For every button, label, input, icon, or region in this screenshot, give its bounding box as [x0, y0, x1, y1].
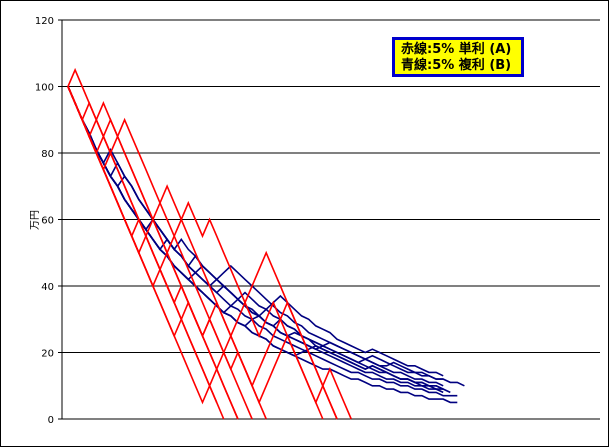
y-axis: 0 20 40 60 80 100 120	[35, 16, 600, 426]
y-tick-label: 80	[41, 149, 54, 160]
y-tick-label: 100	[35, 83, 54, 94]
legend-box: 赤線:5% 単利 (A) 青線:5% 複利 (B)	[392, 37, 524, 77]
y-tick-label: 60	[41, 216, 54, 227]
series-line-b-9	[67, 86, 444, 380]
series-line-b-1	[67, 86, 458, 404]
series-line-a-4	[67, 86, 239, 420]
series-line-b-10	[67, 86, 451, 394]
series-line-b-8	[67, 86, 444, 390]
series-line-b-3	[67, 86, 444, 394]
y-axis-label: 万円	[30, 210, 41, 230]
y-tick-label: 120	[35, 16, 54, 27]
legend-entry-red: 赤線:5% 単利 (A)	[401, 42, 512, 57]
series-line-a-10	[67, 86, 352, 420]
gridlines	[62, 19, 600, 353]
y-tick-label: 0	[48, 415, 54, 426]
legend-entry-blue: 青線:5% 複利 (B)	[401, 58, 512, 73]
series-line-b-2	[67, 86, 458, 397]
series-layer	[67, 67, 465, 420]
series-line-b-5	[67, 86, 465, 387]
y-tick-label: 40	[41, 282, 54, 293]
series-line-b-7	[67, 86, 444, 377]
y-tick-label: 20	[41, 349, 54, 360]
series-line-b-6	[67, 86, 444, 387]
series-line-b-4	[67, 86, 444, 390]
